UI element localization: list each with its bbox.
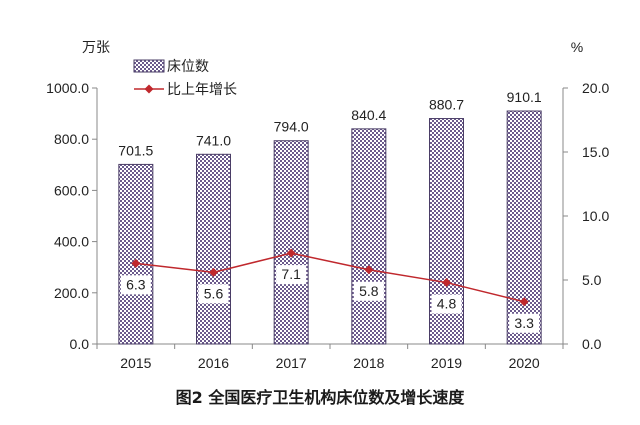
legend-marker-icon	[144, 84, 154, 94]
bar-value-label: 741.0	[196, 132, 231, 148]
line-label-box	[353, 281, 384, 301]
line-value-label: 3.3	[514, 315, 534, 331]
growth-line	[135, 252, 525, 303]
x-axis-tick-label: 2020	[509, 355, 540, 371]
left-axis-tick-label: 600.0	[54, 182, 89, 198]
bar	[506, 110, 542, 345]
line-label-box	[431, 294, 462, 314]
legend-label-line: 比上年增长	[167, 82, 237, 98]
legend-label-bars: 床位数	[167, 59, 209, 75]
line-point-marker	[519, 297, 529, 307]
bar-series	[118, 110, 542, 345]
line-value-label: 5.8	[359, 283, 379, 299]
bar	[273, 140, 309, 345]
chart-caption: 图2 全国医疗卫生机构床位数及增长速度	[175, 388, 465, 407]
line-label-box	[120, 275, 151, 295]
bar	[351, 128, 387, 345]
line-label-box	[276, 265, 307, 285]
right-axis-tick-label: 5.0	[582, 272, 602, 288]
x-axis-tick-label: 2015	[120, 355, 151, 371]
x-axis-tick-label: 2016	[198, 355, 229, 371]
bar-value-label: 910.1	[507, 89, 542, 105]
axes: 0.0 200.0 400.0 600.0 800.0 1000.0 0.0 5.0 10.0 1…	[46, 39, 609, 371]
left-axis-tick-label: 800.0	[54, 131, 89, 147]
right-axis-tick-label: 20.0	[582, 80, 609, 96]
line-point-marker	[286, 248, 296, 258]
left-axis-unit: 万张	[82, 40, 110, 56]
bar-value-label: 794.0	[274, 119, 309, 135]
data-labels: 701.5 741.0 794.0 840.4 880.7 910.1 6.3 5.6 7.1 5…	[118, 89, 542, 333]
legend-swatch-bars	[133, 59, 165, 73]
line-value-label: 4.8	[437, 296, 457, 312]
left-axis-tick-label: 400.0	[54, 234, 89, 250]
line-label-box	[198, 284, 229, 304]
line-value-label: 5.6	[204, 285, 224, 301]
right-axis-unit: %	[571, 39, 583, 55]
line-value-label: 6.3	[126, 276, 146, 292]
line-label-box	[509, 313, 540, 333]
right-axis-tick-label: 10.0	[582, 208, 609, 224]
right-axis-tick-label: 0.0	[582, 336, 602, 352]
bar	[196, 153, 231, 345]
line-point-marker	[209, 267, 218, 277]
left-axis-tick-label: 0.0	[70, 336, 90, 352]
bar-value-label: 880.7	[429, 97, 464, 113]
x-axis-tick-label: 2017	[276, 355, 307, 371]
line-point-marker	[364, 265, 374, 275]
bar-value-label: 701.5	[118, 142, 153, 158]
left-axis-tick-label: 200.0	[54, 285, 89, 301]
bar-value-label: 840.4	[351, 107, 386, 123]
x-axis-tick-label: 2019	[431, 355, 462, 371]
right-axis-tick-label: 15.0	[582, 144, 609, 160]
line-point-marker	[131, 258, 141, 268]
line-point-marker	[442, 278, 451, 288]
x-axis-tick-label: 2018	[353, 355, 384, 371]
line-value-label: 7.1	[281, 266, 301, 282]
line-series	[131, 248, 529, 307]
bar	[118, 163, 154, 345]
left-axis-tick-label: 1000.0	[46, 80, 89, 96]
